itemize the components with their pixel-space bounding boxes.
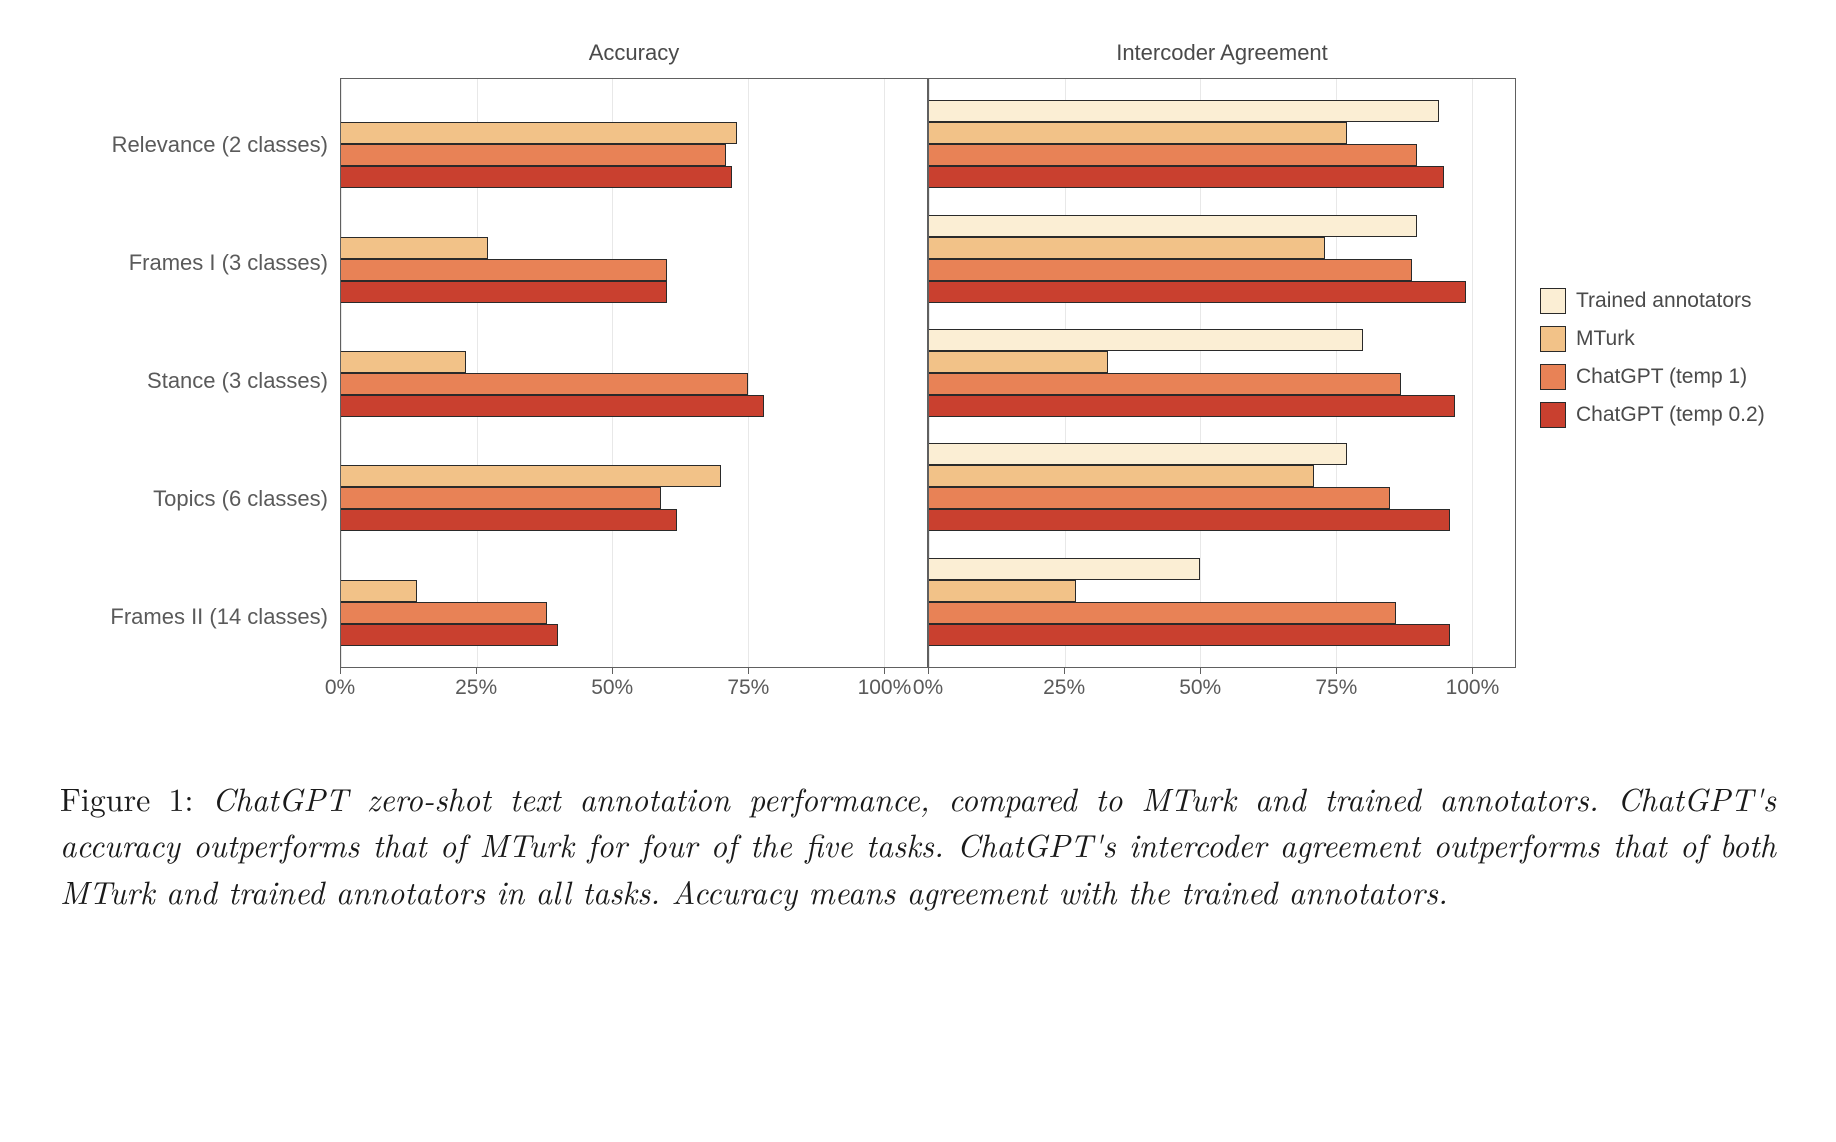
- bar-accuracy-topics-mturk: [341, 465, 721, 487]
- xtick-label: 50%: [591, 676, 633, 700]
- bar-accuracy-topics-gpt02: [341, 509, 677, 531]
- bar-intercoder-stance-trained: [929, 329, 1363, 351]
- panel-title-intercoder: Intercoder Agreement: [928, 40, 1516, 70]
- panel-intercoder: Intercoder Agreement 0%25%50%75%100%: [928, 40, 1516, 706]
- figure-caption: Figure 1: ChatGPT zero-shot text annotat…: [60, 776, 1776, 915]
- bar-intercoder-frames2-gpt1: [929, 602, 1396, 624]
- ylabel-topics: Topics (6 classes): [60, 440, 328, 558]
- bar-intercoder-topics-trained: [929, 443, 1347, 465]
- xtick-mark: [748, 668, 749, 674]
- y-axis-labels: Relevance (2 classes)Frames I (3 classes…: [60, 40, 340, 676]
- ylabel-frames1: Frames I (3 classes): [60, 204, 328, 322]
- legend-label: Trained annotators: [1576, 289, 1752, 313]
- legend-item-gpt1: ChatGPT (temp 1): [1540, 364, 1776, 390]
- xtick-label: 25%: [1043, 676, 1085, 700]
- panel-title-accuracy: Accuracy: [340, 40, 928, 70]
- bar-accuracy-frames1-mturk: [341, 237, 488, 259]
- xtick-label: 75%: [727, 676, 769, 700]
- ylabel-frames2: Frames II (14 classes): [60, 558, 328, 676]
- xaxis-intercoder: 0%25%50%75%100%: [928, 670, 1516, 706]
- bar-intercoder-stance-gpt02: [929, 395, 1455, 417]
- bar-accuracy-relevance-gpt02: [341, 166, 732, 188]
- bar-intercoder-frames1-gpt02: [929, 281, 1466, 303]
- task-group-frames2: [341, 558, 927, 646]
- legend-label: ChatGPT (temp 0.2): [1576, 403, 1765, 427]
- bar-intercoder-frames1-gpt1: [929, 259, 1412, 281]
- figure-container: Relevance (2 classes)Frames I (3 classes…: [60, 40, 1776, 915]
- xtick-mark: [884, 668, 885, 674]
- bar-intercoder-frames2-trained: [929, 558, 1200, 580]
- legend-label: MTurk: [1576, 327, 1635, 351]
- task-group-stance: [341, 329, 927, 417]
- bar-accuracy-stance-gpt02: [341, 395, 764, 417]
- xtick-label: 0%: [325, 676, 355, 700]
- xtick-label: 100%: [1446, 676, 1500, 700]
- task-group-stance: [929, 329, 1515, 417]
- bar-accuracy-frames2-gpt02: [341, 624, 558, 646]
- plot-intercoder: [928, 78, 1516, 668]
- task-group-relevance: [929, 100, 1515, 188]
- legend-item-mturk: MTurk: [1540, 326, 1776, 352]
- legend-item-gpt02: ChatGPT (temp 0.2): [1540, 402, 1776, 428]
- task-group-relevance: [341, 100, 927, 188]
- bar-accuracy-stance-mturk: [341, 351, 466, 373]
- bar-accuracy-frames1-gpt1: [341, 259, 667, 281]
- bar-intercoder-stance-gpt1: [929, 373, 1401, 395]
- task-group-frames1: [341, 215, 927, 303]
- ylabel-relevance: Relevance (2 classes): [60, 86, 328, 204]
- bar-intercoder-topics-mturk: [929, 465, 1314, 487]
- caption-body: ChatGPT zero-shot text annotation perfor…: [60, 776, 1776, 914]
- bar-intercoder-relevance-gpt02: [929, 166, 1444, 188]
- task-group-topics: [341, 443, 927, 531]
- bar-accuracy-relevance-mturk: [341, 122, 737, 144]
- xtick-mark: [476, 668, 477, 674]
- bar-accuracy-frames2-gpt1: [341, 602, 547, 624]
- legend-item-trained: Trained annotators: [1540, 288, 1776, 314]
- xtick-label: 50%: [1179, 676, 1221, 700]
- legend-swatch: [1540, 402, 1566, 428]
- bar-intercoder-stance-mturk: [929, 351, 1108, 373]
- legend-swatch: [1540, 288, 1566, 314]
- xtick-mark: [1064, 668, 1065, 674]
- bar-intercoder-topics-gpt02: [929, 509, 1450, 531]
- xtick-label: 75%: [1315, 676, 1357, 700]
- charts-row: Relevance (2 classes)Frames I (3 classes…: [60, 40, 1776, 706]
- bar-intercoder-relevance-mturk: [929, 122, 1347, 144]
- bar-accuracy-frames2-mturk: [341, 580, 417, 602]
- xtick-label: 100%: [858, 676, 912, 700]
- task-group-frames2: [929, 558, 1515, 646]
- bar-intercoder-frames2-mturk: [929, 580, 1076, 602]
- xtick-mark: [612, 668, 613, 674]
- xtick-label: 25%: [455, 676, 497, 700]
- xtick-mark: [1336, 668, 1337, 674]
- xtick-mark: [928, 668, 929, 674]
- xtick-mark: [1472, 668, 1473, 674]
- bar-intercoder-frames1-mturk: [929, 237, 1325, 259]
- xaxis-accuracy: 0%25%50%75%100%: [340, 670, 928, 706]
- bar-intercoder-frames2-gpt02: [929, 624, 1450, 646]
- task-group-topics: [929, 443, 1515, 531]
- bar-accuracy-topics-gpt1: [341, 487, 661, 509]
- bar-intercoder-frames1-trained: [929, 215, 1417, 237]
- legend-label: ChatGPT (temp 1): [1576, 365, 1747, 389]
- bar-accuracy-relevance-gpt1: [341, 144, 726, 166]
- plot-accuracy: [340, 78, 928, 668]
- ylabel-stance: Stance (3 classes): [60, 322, 328, 440]
- xtick-label: 0%: [913, 676, 943, 700]
- legend-swatch: [1540, 326, 1566, 352]
- bar-intercoder-topics-gpt1: [929, 487, 1390, 509]
- caption-lead: Figure 1:: [60, 776, 193, 821]
- bar-accuracy-stance-gpt1: [341, 373, 748, 395]
- panel-accuracy: Accuracy 0%25%50%75%100%: [340, 40, 928, 706]
- bar-accuracy-frames1-gpt02: [341, 281, 667, 303]
- task-group-frames1: [929, 215, 1515, 303]
- xtick-mark: [1200, 668, 1201, 674]
- bar-intercoder-relevance-trained: [929, 100, 1439, 122]
- legend: Trained annotators MTurk ChatGPT (temp 1) C…: [1516, 40, 1776, 630]
- legend-swatch: [1540, 364, 1566, 390]
- bar-intercoder-relevance-gpt1: [929, 144, 1417, 166]
- xtick-mark: [340, 668, 341, 674]
